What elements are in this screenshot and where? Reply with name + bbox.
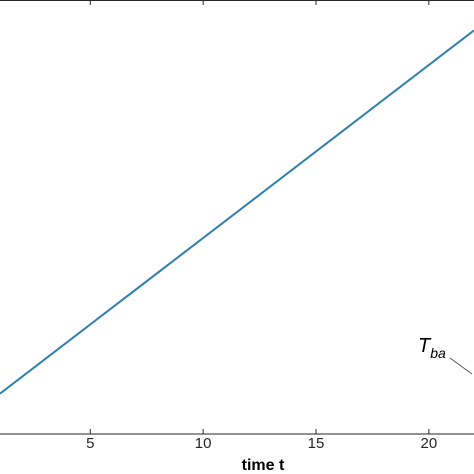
x-tick-label: 5 xyxy=(86,435,94,452)
series-line xyxy=(0,29,474,395)
x-ticks: 5 10 15 20 xyxy=(86,0,437,452)
annotation-label: Tba xyxy=(418,335,446,361)
annotation-main-text: T xyxy=(418,335,432,357)
annotation-pointer-line xyxy=(449,357,473,375)
x-tick-label: 10 xyxy=(195,435,212,452)
tba-annotation: Tba xyxy=(418,335,473,375)
x-tick-label: 20 xyxy=(421,435,438,452)
x-tick-label: 15 xyxy=(308,435,325,452)
annotation-subscript: ba xyxy=(430,345,446,361)
series-lines xyxy=(0,29,474,395)
axes xyxy=(0,0,474,435)
x-axis-label: time t xyxy=(242,457,285,474)
